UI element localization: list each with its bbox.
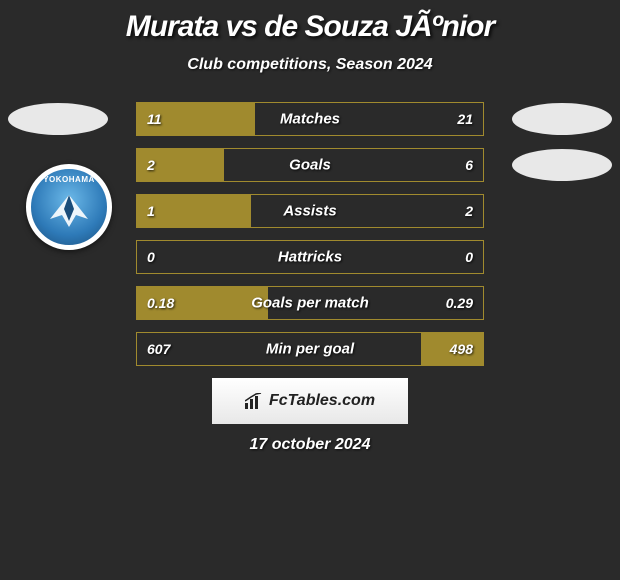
stat-label: Goals — [137, 157, 483, 174]
player-oval-right — [512, 103, 612, 135]
stat-label: Assists — [137, 203, 483, 220]
stat-bar: 12Assists — [136, 194, 484, 228]
player-oval-right — [512, 149, 612, 181]
stat-row: 0.180.29Goals per match — [0, 286, 620, 320]
stat-label: Matches — [137, 111, 483, 128]
stat-row: 00Hattricks — [0, 240, 620, 274]
bird-icon — [42, 191, 96, 231]
stat-label: Goals per match — [137, 295, 483, 312]
stat-row: 607498Min per goal — [0, 332, 620, 366]
stat-bar: 00Hattricks — [136, 240, 484, 274]
badge-text: YOKOHAMA — [31, 175, 107, 184]
stat-label: Min per goal — [137, 341, 483, 358]
stat-bar: 0.180.29Goals per match — [136, 286, 484, 320]
stat-label: Hattricks — [137, 249, 483, 266]
chart-icon — [245, 393, 265, 409]
page-title: Murata vs de Souza JÃºnior — [0, 10, 620, 44]
subtitle: Club competitions, Season 2024 — [0, 56, 620, 74]
club-badge: YOKOHAMA — [26, 164, 112, 250]
stat-bar: 607498Min per goal — [136, 332, 484, 366]
date-text: 17 october 2024 — [0, 436, 620, 454]
stat-bar: 26Goals — [136, 148, 484, 182]
source-logo: FcTables.com — [212, 378, 408, 424]
logo-text: FcTables.com — [269, 392, 375, 410]
player-oval-left — [8, 103, 108, 135]
stat-row: 1121Matches — [0, 102, 620, 136]
stat-bar: 1121Matches — [136, 102, 484, 136]
